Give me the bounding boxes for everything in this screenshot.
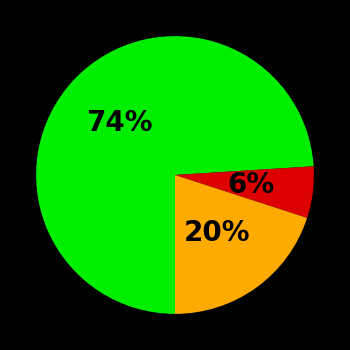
Text: 74%: 74% (86, 109, 153, 137)
Text: 20%: 20% (184, 219, 251, 247)
Wedge shape (36, 36, 314, 314)
Text: 6%: 6% (227, 170, 274, 198)
Wedge shape (175, 166, 314, 218)
Wedge shape (175, 175, 307, 314)
